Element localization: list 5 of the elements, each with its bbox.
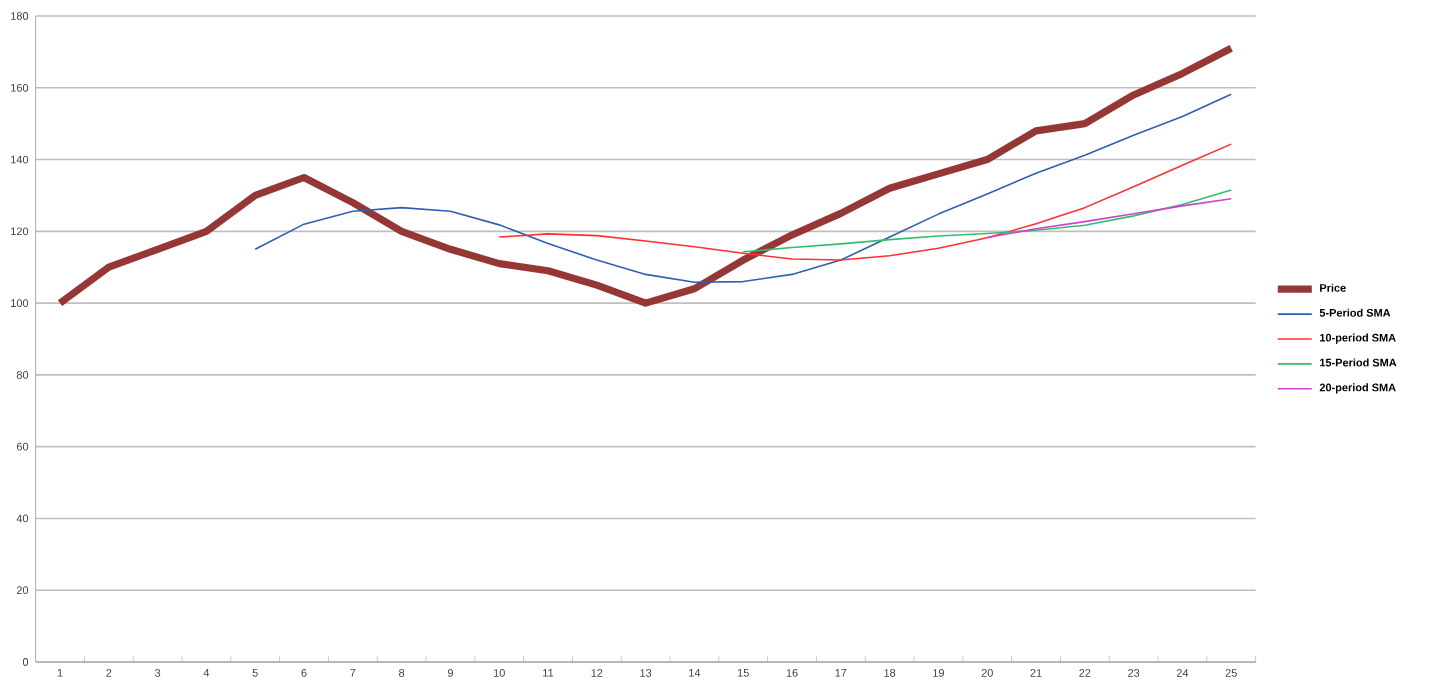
line-series xyxy=(742,189,1233,253)
line-series xyxy=(498,143,1233,261)
line-series xyxy=(254,93,1233,284)
line-series xyxy=(986,197,1233,239)
line-series xyxy=(56,44,1235,307)
